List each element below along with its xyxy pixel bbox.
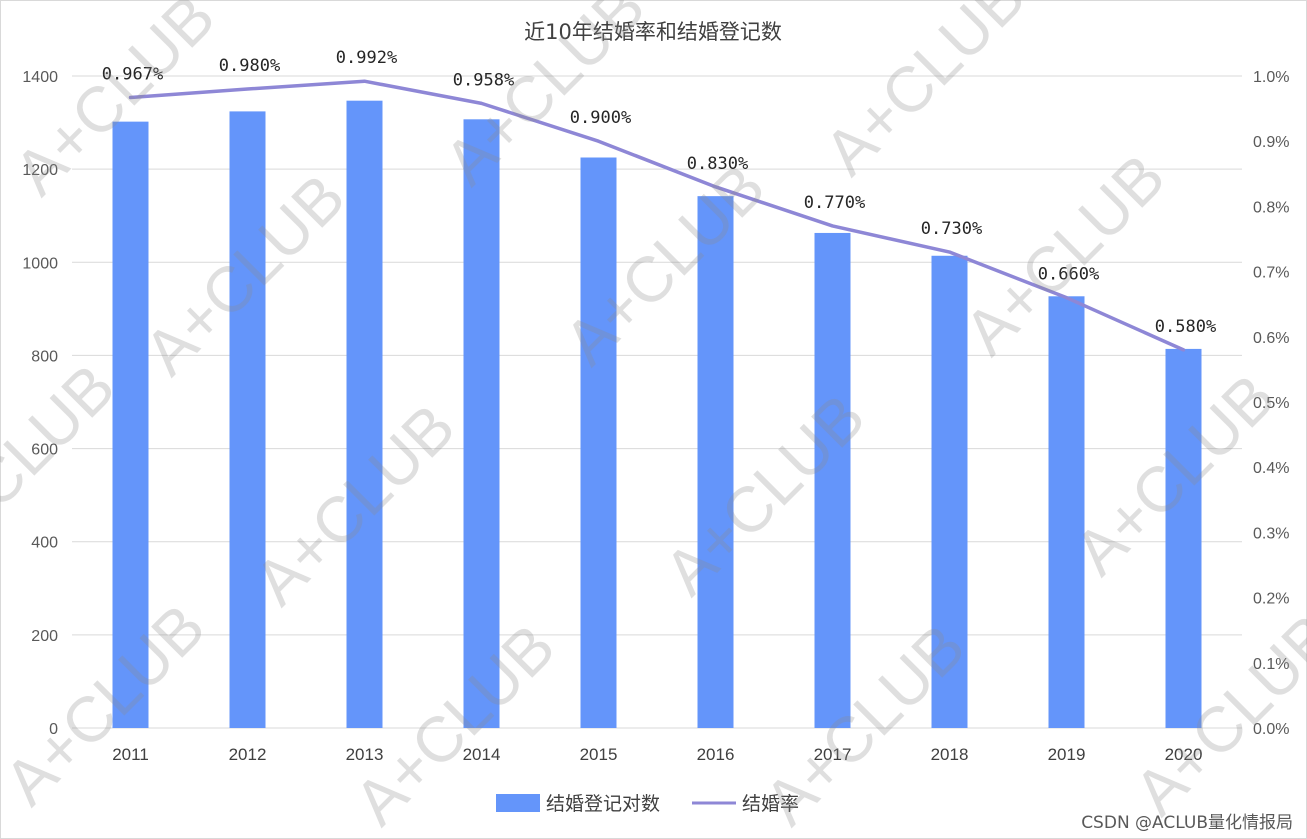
- line-series: [128, 79, 1186, 352]
- bar: [229, 111, 266, 728]
- y-right-tick-label: 0.3%: [1253, 525, 1289, 542]
- data-labels: 0.967% 0.980% 0.992% 0.958% 0.900% 0.830% 0.77…: [102, 48, 1216, 337]
- y-right-tick-label: 0.4%: [1253, 460, 1289, 477]
- line-path: [128, 79, 1186, 352]
- data-label: 0.958%: [453, 70, 514, 90]
- x-tick-label: 2014: [463, 745, 501, 764]
- line-point: [831, 224, 834, 228]
- credit-text: CSDN @ACLUB量化情报局: [1081, 813, 1293, 833]
- data-label: 0.830%: [687, 154, 748, 174]
- line-point: [246, 87, 249, 91]
- y-right-tick-label: 1.0%: [1253, 69, 1289, 86]
- x-tick-label: 2018: [931, 745, 969, 764]
- y-left-tick-label: 1000: [22, 255, 58, 272]
- y-right-tick-label: 0.0%: [1253, 721, 1289, 738]
- bar: [112, 121, 149, 728]
- y-right-ticks: 0.0% 0.1% 0.2% 0.3% 0.4% 0.5% 0.6% 0.7% 0.8% 0.9%…: [1253, 69, 1289, 738]
- x-tick-label: 2019: [1048, 745, 1086, 764]
- data-label: 0.967%: [102, 65, 163, 85]
- bar: [463, 119, 500, 729]
- legend-bar-label: 结婚登记对数: [546, 793, 660, 815]
- y-left-tick-label: 200: [31, 628, 58, 645]
- line-point: [1065, 296, 1068, 300]
- line-point: [948, 250, 951, 254]
- y-right-tick-label: 0.8%: [1253, 199, 1289, 216]
- y-right-tick-label: 0.7%: [1253, 265, 1289, 282]
- y-left-ticks: 0 200 400 600 800 1000 1200 1400: [22, 69, 58, 738]
- y-left-tick-label: 0: [49, 721, 58, 738]
- line-point: [480, 101, 483, 105]
- y-left-tick-label: 400: [31, 535, 58, 552]
- y-left-tick-label: 800: [31, 348, 58, 365]
- watermark-text: A+CLUB: [0, 350, 129, 578]
- y-right-tick-label: 0.2%: [1253, 591, 1289, 608]
- watermark-text: A+CLUB: [0, 590, 219, 818]
- watermark-text: A+CLUB: [810, 0, 1038, 189]
- x-tick-label: 2017: [814, 745, 852, 764]
- grid-lines: [72, 75, 1242, 729]
- bar: [580, 157, 617, 728]
- line-point: [363, 79, 366, 83]
- y-right-tick-label: 0.5%: [1253, 395, 1289, 412]
- y-right-tick-label: 0.1%: [1253, 656, 1289, 673]
- bar: [1165, 348, 1202, 728]
- y-left-tick-label: 1400: [22, 69, 58, 86]
- legend-bar-swatch: [496, 794, 540, 812]
- bar: [346, 100, 383, 728]
- y-right-tick-label: 0.9%: [1253, 134, 1289, 151]
- x-tick-label: 2015: [580, 745, 618, 764]
- y-right-tick-label: 0.6%: [1253, 330, 1289, 347]
- x-tick-label: 2016: [697, 745, 735, 764]
- data-label: 0.980%: [219, 56, 280, 76]
- line-point: [1182, 348, 1185, 352]
- line-point: [597, 139, 600, 143]
- y-left-tick-label: 1200: [22, 162, 58, 179]
- bar: [697, 196, 734, 728]
- legend-line-label: 结婚率: [742, 793, 799, 815]
- x-tick-label: 2013: [346, 745, 384, 764]
- bar-series: [112, 100, 1202, 729]
- data-label: 0.900%: [570, 108, 631, 128]
- data-label: 0.660%: [1038, 265, 1099, 285]
- data-label: 0.580%: [1155, 317, 1216, 337]
- chart-title: 近10年结婚率和结婚登记数: [524, 20, 782, 44]
- x-tick-label: 2020: [1165, 745, 1203, 764]
- legend: 结婚登记对数 结婚率: [496, 793, 799, 815]
- x-tick-label: 2012: [229, 745, 267, 764]
- x-tick-label: 2011: [112, 745, 149, 764]
- bar: [814, 232, 851, 728]
- bar: [931, 255, 968, 728]
- data-label: 0.770%: [804, 193, 865, 213]
- data-label: 0.992%: [336, 48, 397, 68]
- y-left-tick-label: 600: [31, 442, 58, 459]
- line-point: [129, 96, 132, 100]
- line-point: [714, 185, 717, 189]
- data-label: 0.730%: [921, 219, 982, 239]
- x-ticks: 2011 2012 2013 2014 2015 2016 2017 2018 2019 2020: [112, 745, 1202, 764]
- bar: [1048, 296, 1085, 728]
